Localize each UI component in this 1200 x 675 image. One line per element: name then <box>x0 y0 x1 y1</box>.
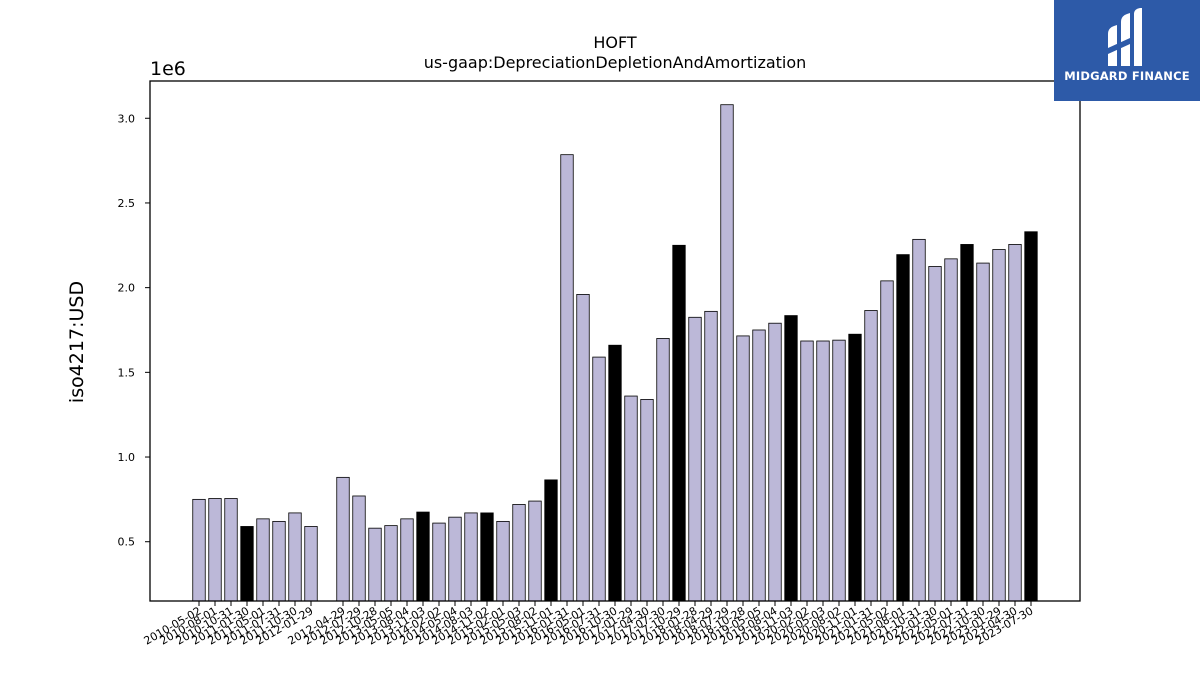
bar-2012-01-29 <box>304 526 318 602</box>
bar-2018-07-29 <box>720 104 734 602</box>
bar-2015-02-01 <box>496 520 510 602</box>
bar-2022-05-01 <box>944 258 958 602</box>
bar-series <box>192 104 1038 602</box>
bar-2016-05-01 <box>576 294 590 602</box>
bar-2020-05-03 <box>816 340 830 602</box>
bar-2022-07-31 <box>960 244 974 602</box>
x-axis-ticks: 2010-05-022010-08-012010-10-312011-01-30… <box>142 601 1036 648</box>
bar-2019-05-05 <box>752 329 766 602</box>
brand-logo: MIDGARD FINANCE <box>1054 0 1200 101</box>
chart-title: HOFT <box>593 33 637 52</box>
bar-2021-05-02 <box>880 280 894 602</box>
y-axis-label: iso4217:USD <box>66 281 88 403</box>
bar-2016-07-31 <box>592 356 606 602</box>
y-tick-label: 2.0 <box>118 282 136 295</box>
y-tick-label: 1.5 <box>118 366 136 379</box>
bar-2017-01-29 <box>624 395 638 602</box>
y-tick-label: 0.5 <box>118 536 136 549</box>
bar-2010-10-31 <box>224 498 238 602</box>
bar-2015-08-02 <box>528 500 542 602</box>
bar-2018-01-28 <box>688 316 702 602</box>
y-tick-label: 1.0 <box>118 451 136 464</box>
bar-2014-08-03 <box>464 512 478 602</box>
bar-2020-02-02 <box>800 340 814 602</box>
bar-2011-05-01 <box>256 518 270 602</box>
y-tick-label: 3.0 <box>118 112 136 125</box>
chart-subtitle: us-gaap:DepreciationDepletionAndAmortiza… <box>424 53 807 72</box>
bar-2014-11-02 <box>480 512 494 602</box>
bar-2021-10-31 <box>912 238 926 602</box>
bar-2018-04-29 <box>704 310 718 602</box>
bar-2023-04-30 <box>1008 244 1022 602</box>
bar-2022-10-30 <box>976 262 990 602</box>
bar-2012-04-29 <box>336 476 350 602</box>
bar-2015-05-03 <box>512 504 526 602</box>
bar-2020-08-02 <box>832 339 846 602</box>
bar-2015-11-01 <box>544 479 558 602</box>
brand-name: MIDGARD FINANCE <box>1064 69 1190 83</box>
bar-2023-01-29 <box>992 249 1006 602</box>
bar-2019-08-04 <box>768 322 782 602</box>
bar-2010-08-01 <box>208 498 222 602</box>
bar-2016-01-31 <box>560 154 574 602</box>
bar-2012-07-29 <box>352 495 366 602</box>
bar-2013-11-03 <box>416 511 430 602</box>
plot-frame <box>149 80 1081 602</box>
bar-2010-05-02 <box>192 498 206 602</box>
bar-2021-08-01 <box>896 254 910 602</box>
midgard-logo-icon <box>1108 8 1142 66</box>
y-axis-ticks: 0.5 1.0 1.5 2.0 2.5 3.0 <box>118 112 150 549</box>
bar-2017-10-29 <box>672 244 686 602</box>
bar-2016-10-30 <box>608 344 622 602</box>
bar-2020-11-01 <box>848 333 862 602</box>
bar-2018-10-28 <box>736 335 750 602</box>
bar-2021-01-31 <box>864 310 878 602</box>
bar-2014-02-02 <box>432 522 446 602</box>
bar-2013-08-04 <box>400 518 414 602</box>
bar-2013-05-05 <box>384 525 398 602</box>
bar-2011-10-30 <box>288 512 302 602</box>
bar-2011-07-31 <box>272 520 286 602</box>
y-tick-label: 2.5 <box>118 197 136 210</box>
bar-2023-07-30 <box>1024 231 1038 602</box>
bar-2014-05-04 <box>448 516 462 602</box>
bar-2012-10-28 <box>368 527 382 602</box>
bar-2011-01-30 <box>240 526 254 602</box>
bar-2017-04-30 <box>640 399 654 602</box>
bar-2017-07-30 <box>656 338 670 602</box>
bar-2022-01-30 <box>928 266 942 602</box>
y-multiplier-label: 1e6 <box>150 58 186 80</box>
bar-2019-11-03 <box>784 315 798 602</box>
